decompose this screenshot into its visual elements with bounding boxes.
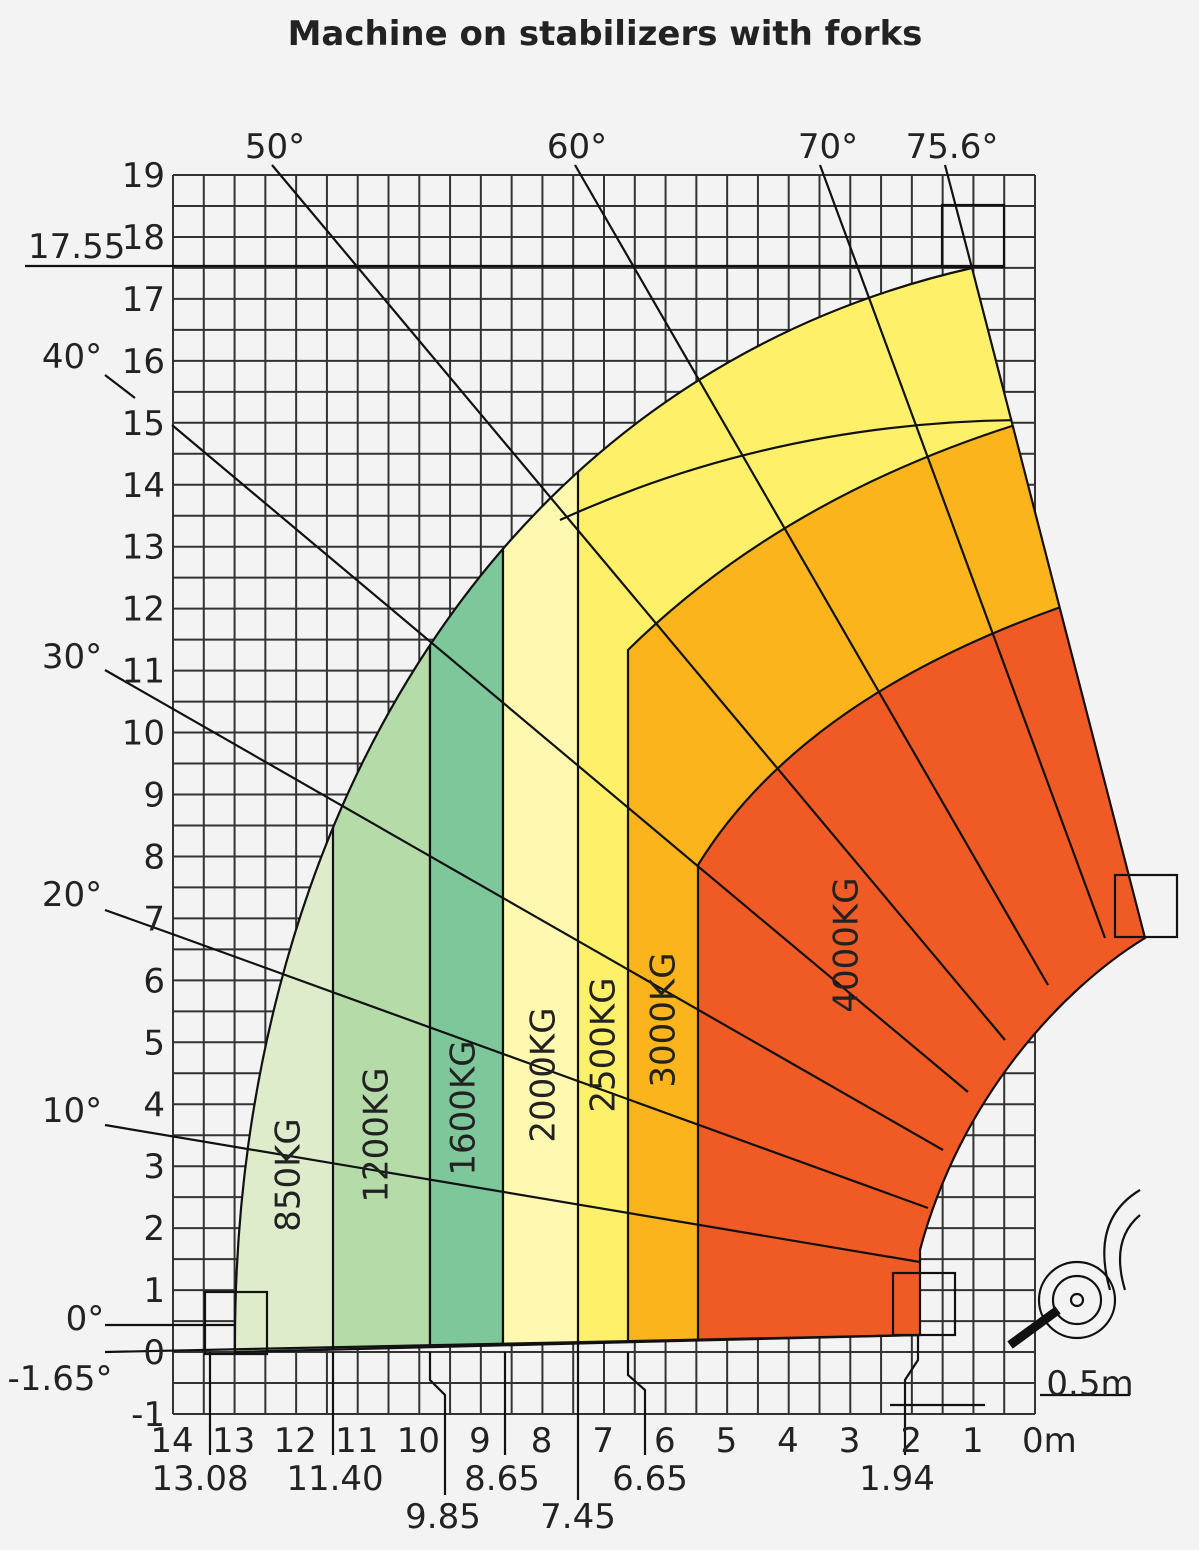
- angle-label: 60°: [547, 127, 607, 167]
- y-tick-label: 16: [122, 342, 165, 382]
- y-tick-label: 6: [143, 961, 165, 1001]
- angle-label: 0°: [66, 1299, 105, 1339]
- angle-label: 75.6°: [906, 127, 999, 167]
- zone-1200: [331, 268, 432, 1352]
- reach-marker: 6.65: [612, 1459, 688, 1499]
- x-tick-label: 9: [469, 1421, 491, 1461]
- y-tick-label: 10: [122, 714, 165, 754]
- x-tick-label: 3: [839, 1421, 861, 1461]
- x-tick-label: 14: [150, 1421, 193, 1461]
- load-label: 3000KG: [644, 952, 684, 1087]
- reach-marker: 1.94: [859, 1459, 935, 1499]
- title: Machine on stabilizers with forks: [288, 14, 923, 54]
- x-tick-label: 13: [212, 1421, 255, 1461]
- x-tick-label: 0m: [1022, 1421, 1077, 1461]
- y-tick-label: 1: [143, 1271, 165, 1311]
- reach-marker: 7.45: [540, 1497, 616, 1537]
- y-tick-label: -1: [131, 1395, 165, 1435]
- load-label: 4000KG: [827, 877, 867, 1012]
- load-label: 1600KG: [444, 1040, 484, 1175]
- load-zones: [234, 268, 1146, 1352]
- y-tick-label: 4: [143, 1085, 165, 1125]
- angle-label: 50°: [245, 127, 305, 167]
- y-tick-label: 9: [143, 776, 165, 816]
- load-label: 850KG: [269, 1118, 309, 1232]
- x-tick-label: 10: [397, 1421, 440, 1461]
- x-tick-label: 8: [531, 1421, 553, 1461]
- load-label: 1200KG: [357, 1067, 397, 1202]
- angle-label: 20°: [42, 875, 102, 915]
- x-tick-label: 12: [274, 1421, 317, 1461]
- x-tick-label: 6: [654, 1421, 676, 1461]
- reach-marker: 9.85: [405, 1497, 481, 1537]
- y-tick-label: 2: [143, 1209, 165, 1249]
- angle-label: 30°: [42, 637, 102, 677]
- y-tick-label: 0: [143, 1333, 165, 1373]
- y-tick-label: 5: [143, 1023, 165, 1063]
- angle-label: 10°: [42, 1091, 102, 1131]
- x-tick-label: 11: [335, 1421, 378, 1461]
- machine-icon: [1007, 1189, 1141, 1349]
- angle-label: 70°: [798, 127, 858, 167]
- y-tick-label: 14: [122, 466, 165, 506]
- y-tick-label: 12: [122, 590, 165, 630]
- boundary: [577, 268, 1101, 302]
- height-marker: 17.55: [28, 227, 125, 267]
- y-tick-label: 8: [143, 837, 165, 877]
- y-tick-label: 18: [122, 218, 165, 258]
- x-tick-label: 5: [716, 1421, 738, 1461]
- load-label: 2000KG: [524, 1007, 564, 1142]
- zone-850: [234, 268, 333, 1352]
- scale-label: 0.5m: [1046, 1364, 1133, 1404]
- y-tick-label: 7: [143, 899, 165, 939]
- zone-1600: [428, 268, 505, 1352]
- reach-marker: 13.08: [151, 1459, 248, 1499]
- reach-marker: 8.65: [464, 1459, 540, 1499]
- x-tick-label: 2: [900, 1421, 922, 1461]
- angle-label: -1.65°: [8, 1359, 113, 1399]
- boundary: [559, 418, 1031, 522]
- y-tick-label: 13: [122, 528, 165, 568]
- x-tick-label: 7: [592, 1421, 614, 1461]
- y-tick-label: 17: [122, 280, 165, 320]
- reach-marker: 11.40: [286, 1459, 383, 1499]
- y-tick-label: 19: [122, 156, 165, 196]
- x-tick-label: 4: [777, 1421, 799, 1461]
- zone-2000: [501, 268, 580, 1352]
- y-tick-label: 11: [122, 652, 165, 692]
- x-tick-label: 1: [962, 1421, 984, 1461]
- load-label: 2500KG: [584, 977, 624, 1112]
- angle-lines: [25, 164, 1179, 1500]
- y-tick-label: 3: [143, 1147, 165, 1187]
- y-tick-label: 15: [122, 404, 165, 444]
- angle-label: 40°: [42, 337, 102, 377]
